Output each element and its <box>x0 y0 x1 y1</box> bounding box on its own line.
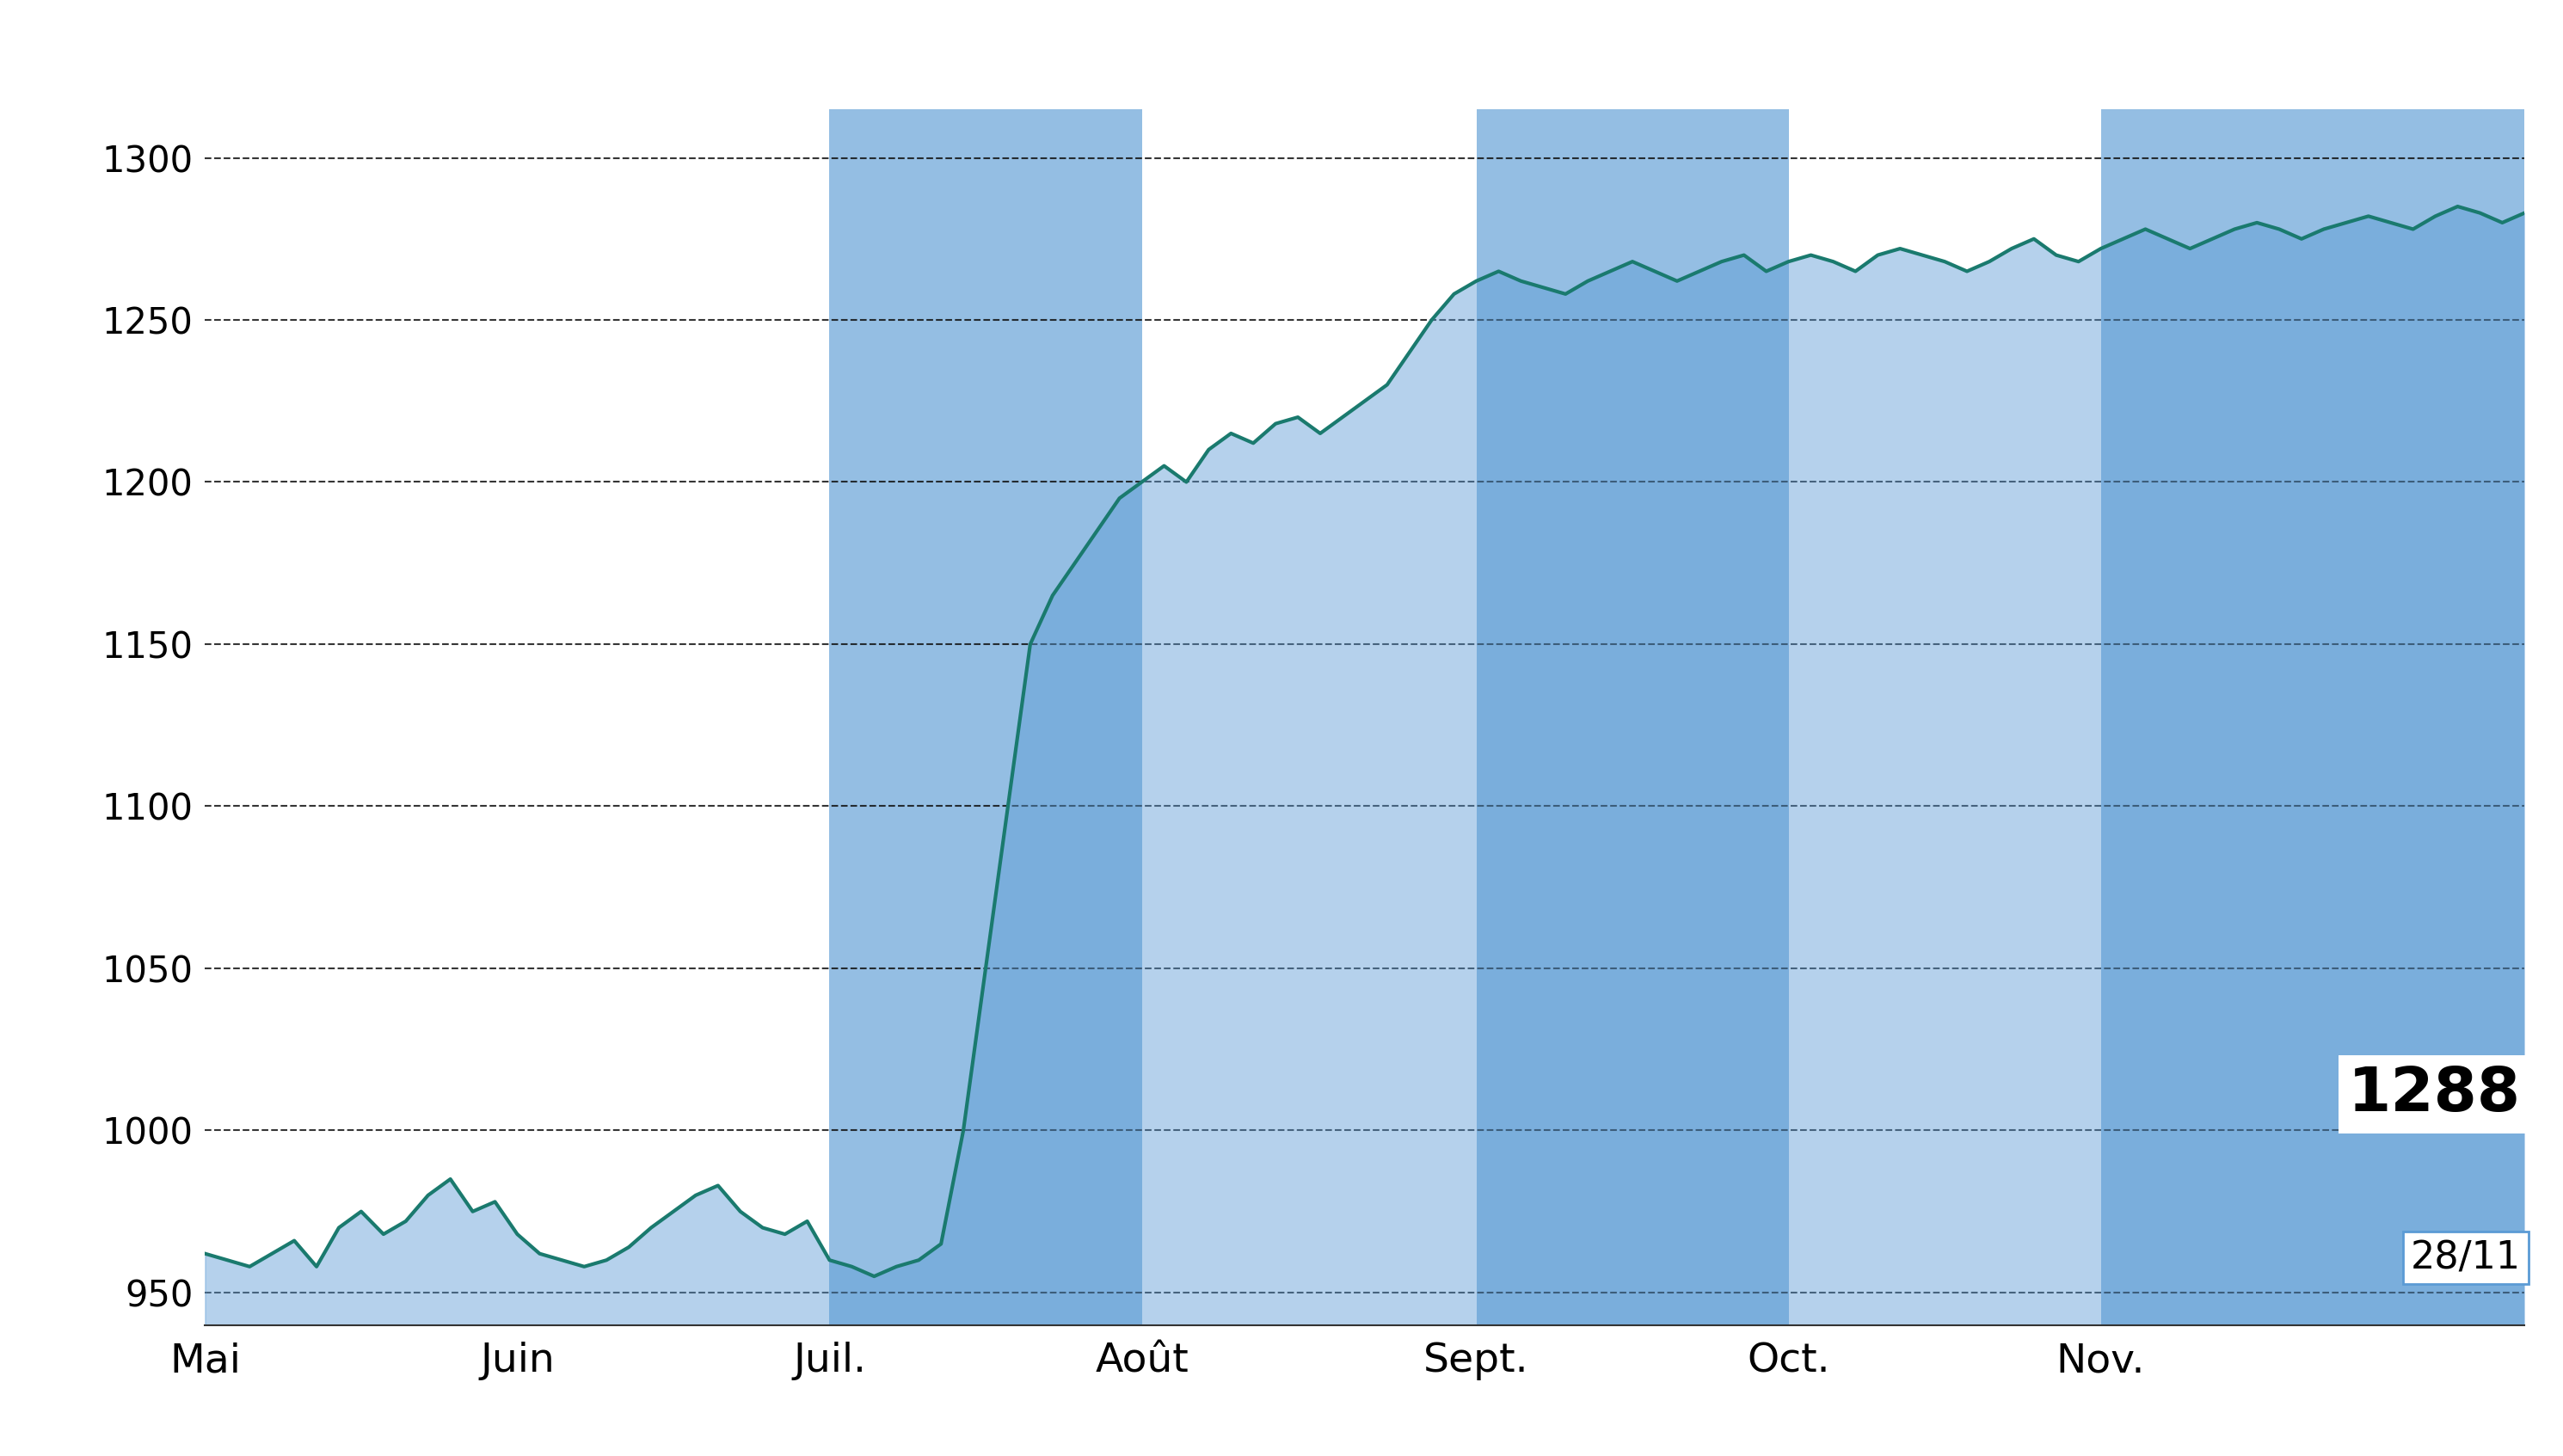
Bar <box>830 109 1141 1325</box>
Text: 28/11: 28/11 <box>2409 1239 2519 1277</box>
Bar <box>2102 109 2525 1325</box>
Bar <box>1476 109 1789 1325</box>
Text: 1288: 1288 <box>2348 1064 2519 1124</box>
Text: Britvic PLC: Britvic PLC <box>1076 17 1487 82</box>
